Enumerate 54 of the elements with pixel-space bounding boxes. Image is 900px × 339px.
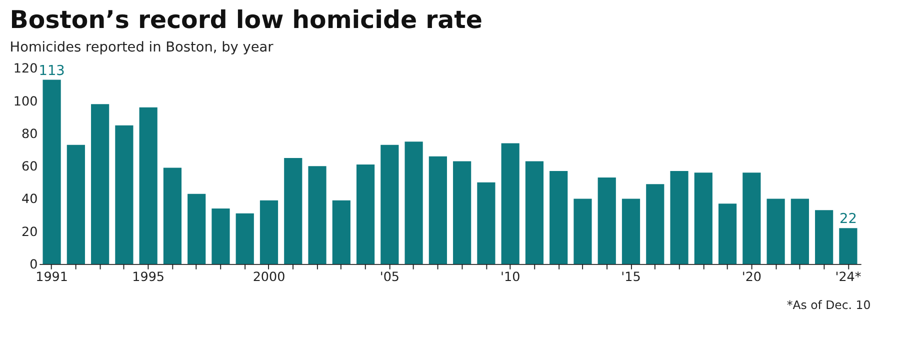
y-tick-label: 0 <box>30 256 38 272</box>
x-tick-label: 1995 <box>132 269 165 284</box>
y-tick-label: 120 <box>13 60 38 76</box>
bar <box>284 158 302 264</box>
bar <box>428 156 447 264</box>
bar <box>718 204 737 264</box>
chart-subtitle: Homicides reported in Boston, by year <box>10 40 274 56</box>
bar <box>574 198 592 264</box>
bar <box>188 194 206 264</box>
bar <box>332 200 350 264</box>
bar <box>380 144 399 264</box>
bar <box>694 172 712 264</box>
bar <box>236 213 254 264</box>
bar <box>766 198 785 264</box>
bar <box>66 144 85 264</box>
bar <box>646 184 664 264</box>
text: *As of Dec. 10 <box>786 298 871 312</box>
x-tick-label: '20 <box>742 269 762 284</box>
y-tick-label: 20 <box>21 224 38 239</box>
y-tick-label: 60 <box>21 158 38 174</box>
y-tick-label: 80 <box>21 126 38 141</box>
data-label: 113 <box>38 62 65 79</box>
bar <box>525 161 544 264</box>
bar <box>356 164 375 264</box>
bar <box>91 104 110 264</box>
x-tick-label: 2000 <box>252 269 286 284</box>
bar <box>622 198 640 264</box>
bar <box>139 107 158 264</box>
bar <box>163 168 182 264</box>
x-tick-label: 1991 <box>36 269 68 284</box>
bar <box>550 171 568 264</box>
bar <box>670 171 688 264</box>
bar <box>212 208 230 264</box>
x-tick-label: '05 <box>380 269 400 284</box>
bar <box>598 178 616 264</box>
bar <box>453 161 472 264</box>
bar <box>115 125 134 264</box>
x-tick-label: '15 <box>621 269 641 284</box>
bar <box>742 172 761 264</box>
y-tick-label: 40 <box>21 191 38 206</box>
bar <box>790 198 809 264</box>
bar <box>477 182 496 264</box>
bar <box>404 142 423 264</box>
chart-title: Boston’s record low homicide rate <box>10 5 482 34</box>
y-tick-label: 100 <box>13 93 38 108</box>
bar <box>260 200 278 264</box>
x-tick-label: '24* <box>835 269 862 284</box>
x-tick-label: '10 <box>500 269 520 284</box>
bar <box>308 166 326 264</box>
bar <box>501 143 520 264</box>
data-label: 22 <box>839 211 857 228</box>
bar <box>839 228 858 264</box>
bar <box>815 210 834 264</box>
bar <box>42 80 61 264</box>
